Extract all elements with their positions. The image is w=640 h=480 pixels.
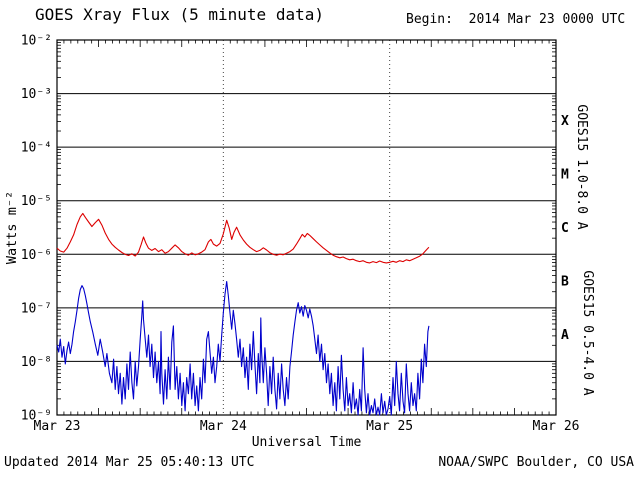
long-channel-line [56, 212, 430, 264]
y-axis-title: Watts m⁻² [4, 191, 20, 264]
page-title: GOES Xray Flux (5 minute data) [35, 5, 324, 24]
flare-class-label: B [561, 275, 569, 290]
y-tick-label: 10⁻² [21, 34, 52, 49]
updated-timestamp: Updated 2014 Mar 25 05:40:13 UTC [4, 455, 255, 470]
y-tick-label: 10⁻⁵ [21, 194, 52, 209]
begin-timestamp: Begin: 2014 Mar 23 0000 UTC [406, 12, 626, 27]
flare-class-label: A [561, 328, 569, 343]
x-axis-title: Universal Time [252, 435, 362, 450]
x-tick-label: Mar 23 [34, 419, 81, 434]
x-tick-label: Mar 25 [366, 419, 413, 434]
x-tick-label: Mar 24 [200, 419, 247, 434]
flare-class-label: M [561, 167, 569, 182]
y-tick-label: 10⁻⁸ [21, 355, 52, 370]
short-channel-label: GOES15 0.5-4.0 A [580, 270, 595, 395]
y-tick-label: 10⁻⁴ [21, 141, 52, 156]
long-channel-label: GOES15 1.0-8.0 A [574, 104, 589, 229]
x-tick-label: Mar 26 [533, 419, 580, 434]
plot-frame [56, 39, 557, 416]
y-tick-label: 10⁻⁷ [21, 301, 52, 316]
flare-class-label: C [561, 221, 569, 236]
y-tick-label: 10⁻³ [21, 87, 52, 102]
flare-class-label: X [561, 114, 569, 129]
y-tick-label: 10⁻⁹ [21, 409, 52, 424]
short-channel-line [56, 280, 430, 416]
y-tick-label: 10⁻⁶ [21, 248, 52, 263]
source-attribution: NOAA/SWPC Boulder, CO USA [438, 455, 634, 470]
